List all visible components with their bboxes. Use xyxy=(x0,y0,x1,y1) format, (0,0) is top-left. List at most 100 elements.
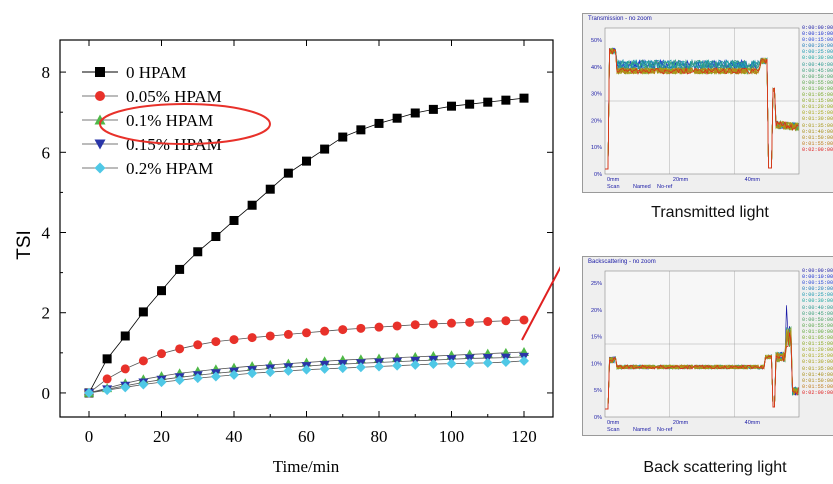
panel-y-tick-label: 50% xyxy=(591,38,602,44)
time-legend-item: 0:01:30:00 xyxy=(802,359,833,366)
x-tick-label: 100 xyxy=(439,427,465,446)
series-layer xyxy=(84,93,529,398)
panel-y-tick-label: 40% xyxy=(591,65,602,71)
panel-trace xyxy=(605,332,799,410)
time-legend-item: 0:01:00:00 xyxy=(802,328,833,335)
data-point xyxy=(174,375,185,386)
panel-footer-label: Named xyxy=(633,184,651,190)
data-point xyxy=(102,385,113,396)
time-legend-item: 0:00:45:00 xyxy=(802,310,833,317)
data-point xyxy=(374,118,384,128)
panel-footer-label: No-ref xyxy=(657,427,673,433)
panel-x-tick-label: 0mm xyxy=(607,420,620,426)
time-legend-item: 0:01:30:00 xyxy=(802,116,833,123)
time-legend-item: 0:00:50:00 xyxy=(802,316,833,323)
data-point xyxy=(501,95,511,105)
panel-y-tick-label: 5% xyxy=(594,388,602,394)
data-point xyxy=(464,358,475,369)
time-legend-item: 0:02:00:00 xyxy=(802,389,833,396)
data-point xyxy=(319,363,330,374)
transmission-plot: 50% 40% 30% 20% 10% 0% 0mm 20mm 40mm Scan Named No-… xyxy=(591,27,800,190)
legend-entry: 0.2% HPAM xyxy=(82,159,213,178)
data-point xyxy=(211,337,221,347)
data-point xyxy=(374,361,384,372)
panel-y-tick-label: 20% xyxy=(591,118,602,124)
time-legend-item: 0:01:40:00 xyxy=(802,128,833,135)
time-legend-item: 0:00:25:00 xyxy=(802,49,833,56)
series-0 xyxy=(84,93,529,398)
time-legend-item: 0:02:00:00 xyxy=(802,146,833,153)
data-point xyxy=(247,333,257,343)
time-legend-item: 0:00:40:00 xyxy=(802,61,833,68)
data-point xyxy=(519,355,529,366)
time-legend-item: 0:00:10:00 xyxy=(802,31,833,38)
axis-ticks: 0 20 40 60 80 100 120 0 2 4 6 8 xyxy=(42,40,553,446)
data-point xyxy=(120,382,131,393)
time-legend-item: 0:01:35:00 xyxy=(802,365,833,372)
panel-x-tick-label: 20mm xyxy=(673,177,689,183)
data-point xyxy=(102,374,112,384)
data-point xyxy=(120,331,130,341)
series-1 xyxy=(84,315,529,398)
legend-highlight-ellipse xyxy=(99,103,271,145)
data-point xyxy=(265,367,276,378)
data-point xyxy=(519,93,529,103)
panel-y-tick-label: 20% xyxy=(591,308,602,314)
time-legend-item: 0:00:15:00 xyxy=(802,280,833,287)
x-axis-label: Time/min xyxy=(273,457,340,476)
x-tick-label: 80 xyxy=(371,427,388,446)
legend-label: 0 HPAM xyxy=(126,63,186,82)
data-point xyxy=(157,349,166,359)
data-point xyxy=(301,364,312,375)
time-legend-item: 0:01:20:00 xyxy=(802,104,833,111)
data-point xyxy=(157,286,166,296)
time-legend-item: 0:00:20:00 xyxy=(802,43,833,50)
pointer-arrow xyxy=(521,266,560,341)
time-legend-item: 0:00:30:00 xyxy=(802,55,833,62)
data-point xyxy=(193,247,203,257)
legend-entry: 0.1% HPAM xyxy=(82,111,213,130)
data-point xyxy=(138,307,148,317)
data-point xyxy=(501,316,511,326)
data-point xyxy=(247,200,257,210)
data-point xyxy=(374,322,384,332)
data-point xyxy=(283,168,293,178)
data-point xyxy=(229,335,239,345)
panel-footer-label: Named xyxy=(633,427,651,433)
time-legend-item: 0:00:00:00 xyxy=(802,25,833,31)
data-point xyxy=(302,156,311,166)
time-legend-item: 0:01:05:00 xyxy=(802,92,833,99)
panel-x-tick-label: 0mm xyxy=(607,177,620,183)
data-point xyxy=(465,317,475,327)
data-point xyxy=(302,328,311,338)
legend-marker xyxy=(94,162,106,174)
y-tick-label: 6 xyxy=(42,143,51,162)
panel-y-tick-label: 30% xyxy=(591,92,602,98)
data-point xyxy=(283,365,294,376)
time-legend-item: 0:00:15:00 xyxy=(802,37,833,44)
data-point xyxy=(356,125,366,135)
time-legend-item: 0:01:05:00 xyxy=(802,335,833,342)
data-point xyxy=(500,357,511,368)
data-point xyxy=(483,97,493,107)
time-legend-item: 0:01:15:00 xyxy=(802,98,833,105)
data-point xyxy=(211,232,221,242)
time-legend-item: 0:01:25:00 xyxy=(802,110,833,117)
transmission-time-legend: 0:00:00:00 0:00:10:00 0:00:15:00 0:00:20:00… xyxy=(802,25,833,153)
time-legend-item: 0:00:55:00 xyxy=(802,79,833,86)
x-tick-label: 40 xyxy=(226,427,243,446)
panel-y-tick-label: 15% xyxy=(591,335,602,341)
time-legend-item: 0:00:30:00 xyxy=(802,298,833,305)
panel-footer-label: Scan xyxy=(607,184,620,190)
panel-footer-label: Scan xyxy=(607,427,620,433)
panel-y-tick-label: 25% xyxy=(591,281,602,287)
time-legend-item: 0:01:55:00 xyxy=(802,383,833,390)
panel-y-tick-label: 0% xyxy=(594,172,602,178)
transmission-title: Transmission - no zoom xyxy=(588,16,652,22)
backscattering-caption: Back scattering light xyxy=(643,459,787,476)
legend-label: 0.1% HPAM xyxy=(126,111,213,130)
data-point xyxy=(193,340,203,350)
backscattering-plot: 25% 20% 15% 10% 5% 0% 0mm 20mm 40mm Scan Named No-r… xyxy=(591,270,800,433)
time-legend-item: 0:01:40:00 xyxy=(802,371,833,378)
